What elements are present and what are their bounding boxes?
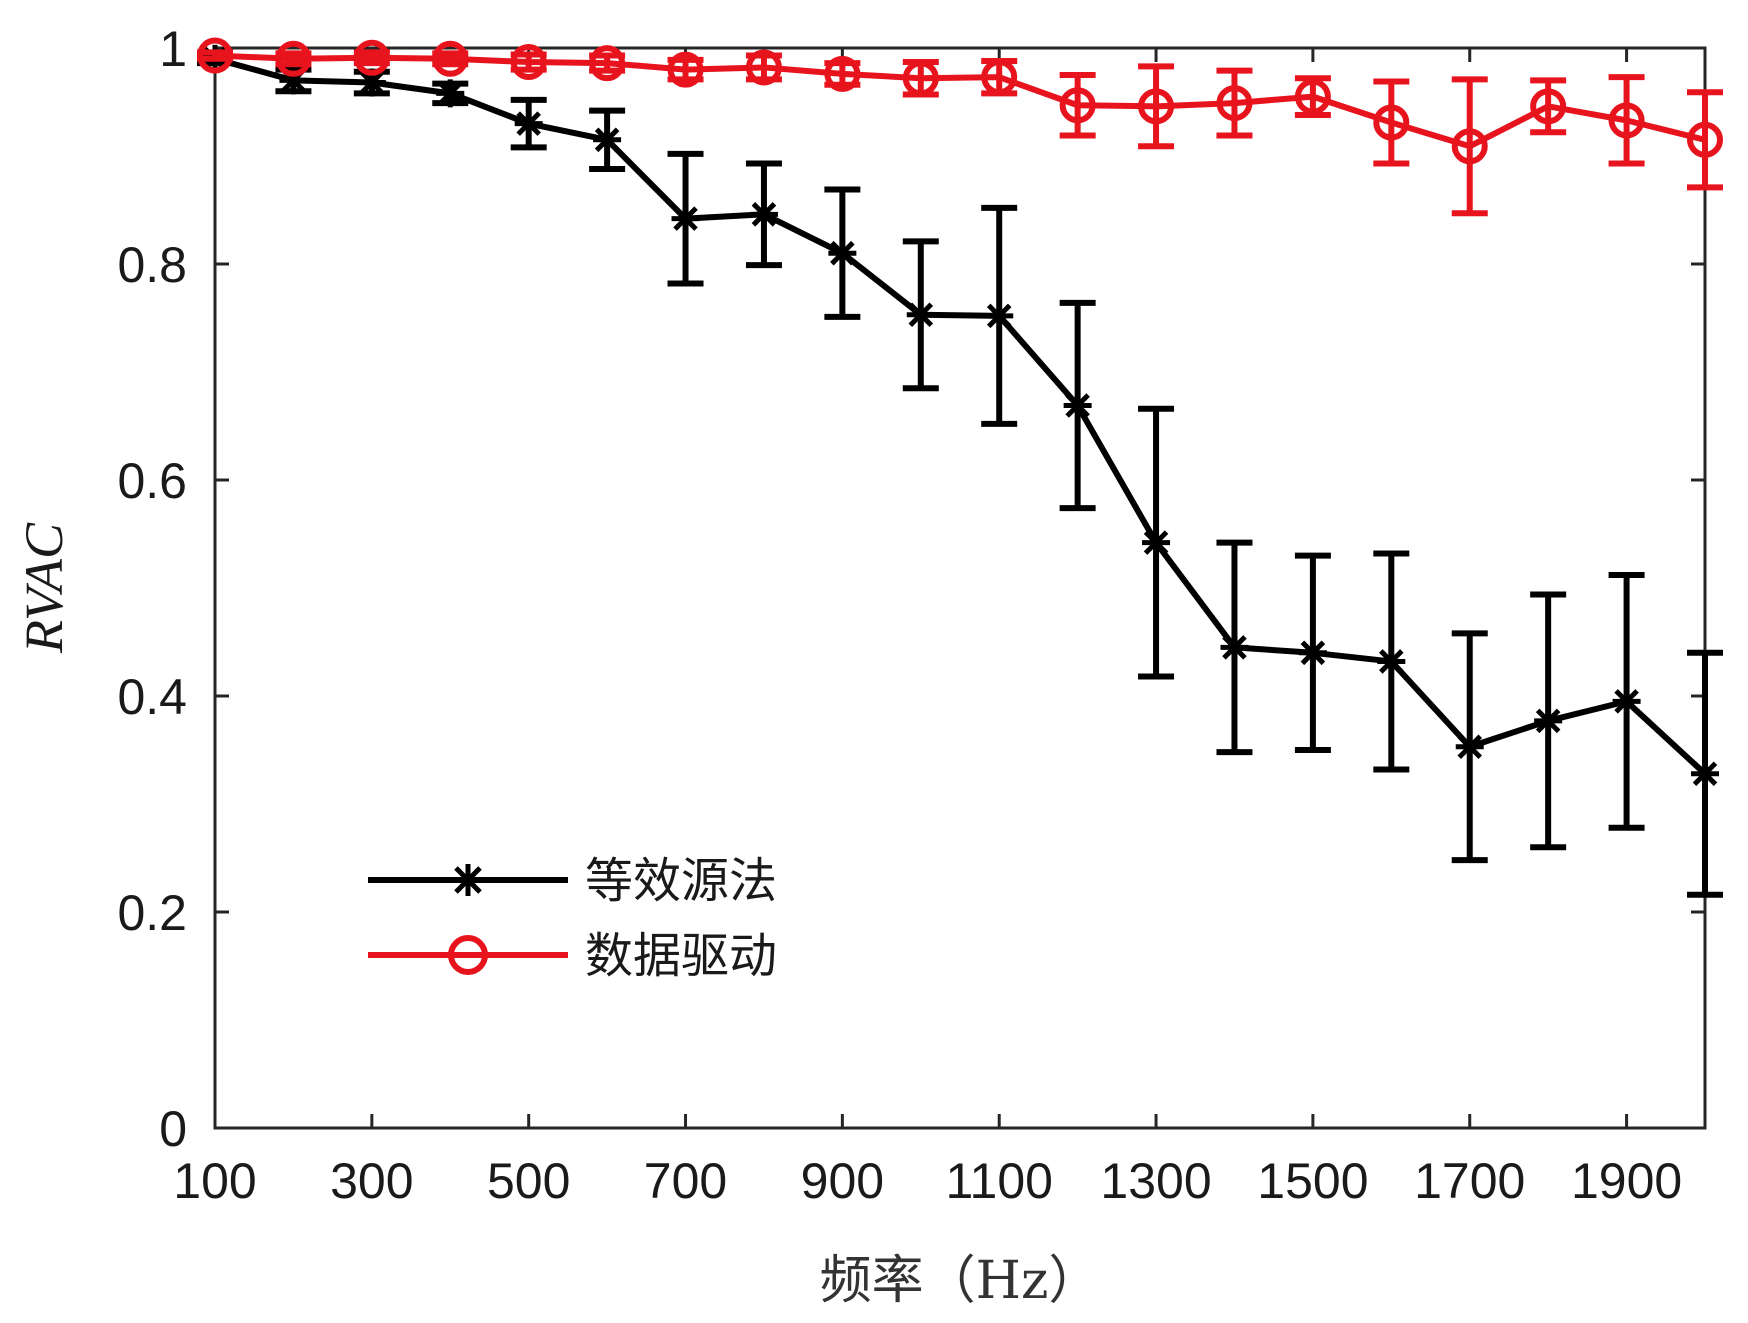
data-point [749,200,778,229]
data-point [828,239,857,268]
x-tick-label: 100 [173,1153,256,1209]
series-1 [197,44,1723,898]
x-tick-label: 500 [487,1153,570,1209]
plot-frame [213,46,1707,1130]
x-tick-label: 1900 [1571,1153,1682,1209]
legend-label: 等效源法 [585,853,777,909]
series-2 [197,37,1723,217]
data-point [671,204,700,233]
data-point [985,301,1014,330]
data-point [1294,78,1331,115]
series-line [214,55,1708,776]
data-point [197,37,233,74]
data-point [1534,706,1563,735]
data-point [589,45,626,82]
x-tick-label: 1100 [945,1153,1053,1209]
y-tick-label: 0.8 [117,237,187,293]
data-point [1377,647,1406,676]
legend-label: 数据驱动 [585,928,777,984]
y-tick-label: 0 [159,1101,187,1157]
x-tick-label: 1300 [1100,1153,1211,1209]
x-tick-label: 700 [644,1153,727,1209]
data-point [1691,759,1719,788]
data-point [1608,102,1645,139]
data-point [745,49,782,86]
data-point [824,55,861,92]
data-point [1612,687,1641,716]
data-point [514,109,543,138]
y-tick-label: 0.2 [117,885,187,941]
data-point [452,864,484,896]
data-point [981,59,1018,96]
data-point [906,300,935,329]
data-point [1530,88,1567,125]
y-tick-label: 0.4 [117,669,187,725]
y-axis-title: RVAC [14,522,74,654]
data-point [353,39,390,76]
data-point [1216,85,1253,122]
data-point [902,60,939,97]
x-axis-title: 频率（Hz） [820,1251,1101,1311]
data-point [510,44,547,81]
data-point [1451,128,1488,165]
x-tick-label: 1700 [1414,1153,1525,1209]
data-point [448,935,488,975]
legend-item: 等效源法 [368,853,777,909]
y-tick-label: 1 [159,21,187,77]
data-point [1455,732,1484,761]
data-point [432,40,469,77]
data-point [593,125,622,154]
y-tick-label: 0.6 [117,453,187,509]
data-point [1063,391,1092,420]
x-tick-label: 900 [801,1153,884,1209]
x-tick-label: 1500 [1257,1153,1368,1209]
data-point [1059,87,1096,124]
data-point [667,51,704,88]
legend-item: 数据驱动 [368,928,777,984]
data-point [1138,88,1175,125]
data-point [436,79,465,108]
data-point [275,40,312,77]
data-point [1373,104,1410,141]
data-point [1142,528,1171,557]
data-point [1220,633,1249,662]
data-point [1298,638,1327,667]
data-point [1687,121,1723,158]
x-tick-label: 300 [330,1153,413,1209]
